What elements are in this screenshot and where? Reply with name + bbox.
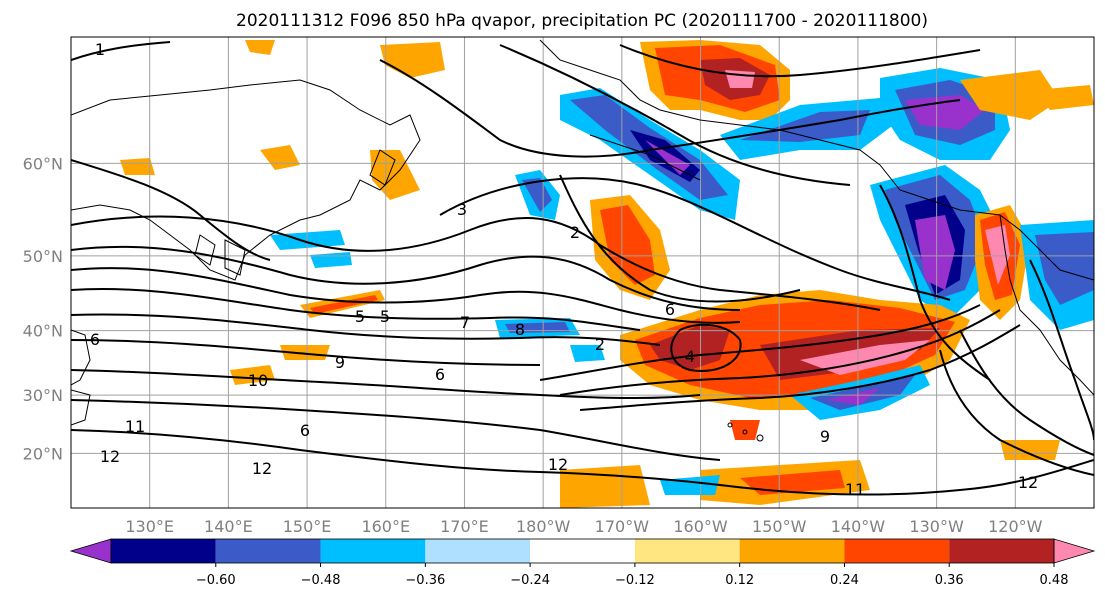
contour-label: 5 xyxy=(380,307,390,326)
latitude-label: 40°N xyxy=(23,322,63,341)
contour-label: 6 xyxy=(90,330,100,349)
contour-label: 3 xyxy=(457,200,467,219)
colorbar-tick-label: −0.60 xyxy=(196,573,236,588)
colorbar-segment xyxy=(215,539,321,563)
coastlines xyxy=(71,39,1094,442)
map-border xyxy=(70,36,1095,509)
contour-label: 2 xyxy=(595,335,605,354)
contour-label: 4 xyxy=(685,347,695,366)
qvapor-contours xyxy=(71,41,1094,496)
longitude-label: 150°W xyxy=(752,517,807,536)
longitude-label: 160°E xyxy=(361,517,410,536)
contour-label: 6 xyxy=(300,421,310,440)
longitude-label: 140°W xyxy=(831,517,886,536)
colorbar-tick-label: −0.12 xyxy=(615,573,655,588)
contour-label: 7 xyxy=(460,313,470,332)
colorbar-extend-low xyxy=(69,538,112,564)
colorbar-tick-label: −0.48 xyxy=(301,573,341,588)
colorbar-outline xyxy=(110,538,1055,564)
contour-label: 6 xyxy=(665,300,675,319)
colorbar-segment xyxy=(320,539,426,563)
colorbar-segment xyxy=(949,539,1054,563)
contour-label: 8 xyxy=(515,320,525,339)
longitude-labels: 130°E 140°E 150°E 160°E 170°E 180°W 170°W 160°W… xyxy=(125,517,1042,536)
contour-label: 9 xyxy=(335,353,345,372)
contour-label: 10 xyxy=(248,371,268,390)
longitude-label: 180°W xyxy=(516,517,571,536)
precipitation-shading xyxy=(120,40,1094,508)
latitude-label: 60°N xyxy=(23,154,63,173)
latitude-label: 20°N xyxy=(23,444,63,463)
contour-label: 12 xyxy=(1018,473,1038,492)
longitude-label: 150°E xyxy=(283,517,332,536)
contour-label: 2 xyxy=(570,223,580,242)
latitude-label: 30°N xyxy=(23,386,63,405)
colorbar-tick-label: 0.12 xyxy=(725,573,754,588)
colorbar-tick-label: −0.24 xyxy=(510,573,550,588)
contour-label: 12 xyxy=(100,447,120,466)
colorbar-segment xyxy=(739,539,845,563)
contour-label: 11 xyxy=(845,480,865,499)
longitude-label: 130°E xyxy=(125,517,174,536)
longitude-label: 170°E xyxy=(440,517,489,536)
longitude-label: 160°W xyxy=(673,517,728,536)
longitude-label: 170°W xyxy=(595,517,650,536)
longitude-label: 140°E xyxy=(204,517,253,536)
colorbar-segment xyxy=(530,539,635,563)
colorbar-tick-label: 0.48 xyxy=(1040,573,1069,588)
colorbar-segment xyxy=(425,539,531,563)
longitude-label: 130°W xyxy=(909,517,964,536)
colorbar-tick-label: −0.36 xyxy=(405,573,445,588)
contour-label: 9 xyxy=(820,427,830,446)
graticule xyxy=(71,37,1094,508)
colorbar-extend-high xyxy=(1053,538,1096,564)
colorbar-segment xyxy=(634,539,740,563)
contour-label: 12 xyxy=(252,459,272,478)
contour-label: 11 xyxy=(125,417,145,436)
contour-label: 12 xyxy=(548,455,568,474)
longitude-label: 120°W xyxy=(988,517,1043,536)
latitude-labels: 60°N 50°N 40°N 30°N 20°N xyxy=(23,154,63,463)
colorbar: −0.60 −0.48 −0.36 −0.24 −0.12 0.12 0.24 0.36 0.4… xyxy=(69,538,1096,588)
colorbar-tick-label: 0.24 xyxy=(830,573,859,588)
figure-title: 2020111312 F096 850 hPa qvapor, precipit… xyxy=(236,11,928,31)
contour-label: 1 xyxy=(95,40,105,59)
colorbar-segment xyxy=(844,539,950,563)
colorbar-segment xyxy=(111,539,216,563)
contour-label: 6 xyxy=(435,365,445,384)
colorbar-tick-label: 0.36 xyxy=(935,573,964,588)
contour-label: 5 xyxy=(355,307,365,326)
latitude-label: 50°N xyxy=(23,247,63,266)
